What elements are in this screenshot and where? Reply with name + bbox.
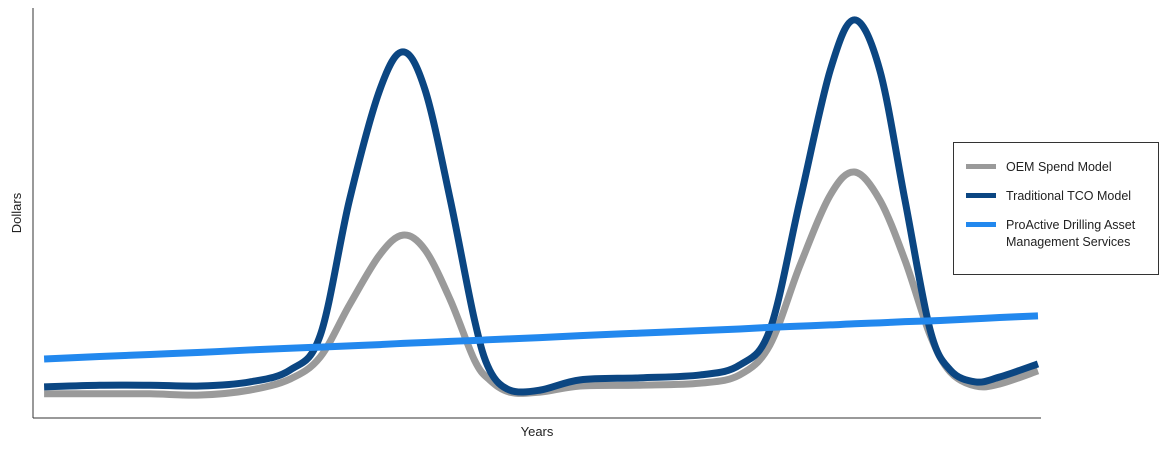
y-axis-label: Dollars: [9, 192, 24, 233]
legend-item: OEM Spend Model: [966, 159, 1158, 176]
legend-label: Traditional TCO Model: [1006, 189, 1132, 203]
line: [43, 16, 1040, 396]
x-axis-label: Years: [521, 424, 554, 439]
legend: OEM Spend Model Traditional TCO Model ProA…: [953, 142, 1159, 275]
legend-item: ProActive Drilling Asset Management Serv…: [966, 217, 1158, 251]
legend-swatch: [966, 164, 996, 169]
legend-item: Traditional TCO Model: [966, 188, 1158, 205]
line: [43, 312, 1039, 363]
legend-label: OEM Spend Model: [1006, 160, 1112, 174]
legend-swatch: [966, 193, 996, 198]
legend-label: ProActive Drilling Asset Management Serv…: [1006, 218, 1136, 249]
line: [44, 168, 1040, 399]
legend-swatch: [966, 222, 996, 227]
